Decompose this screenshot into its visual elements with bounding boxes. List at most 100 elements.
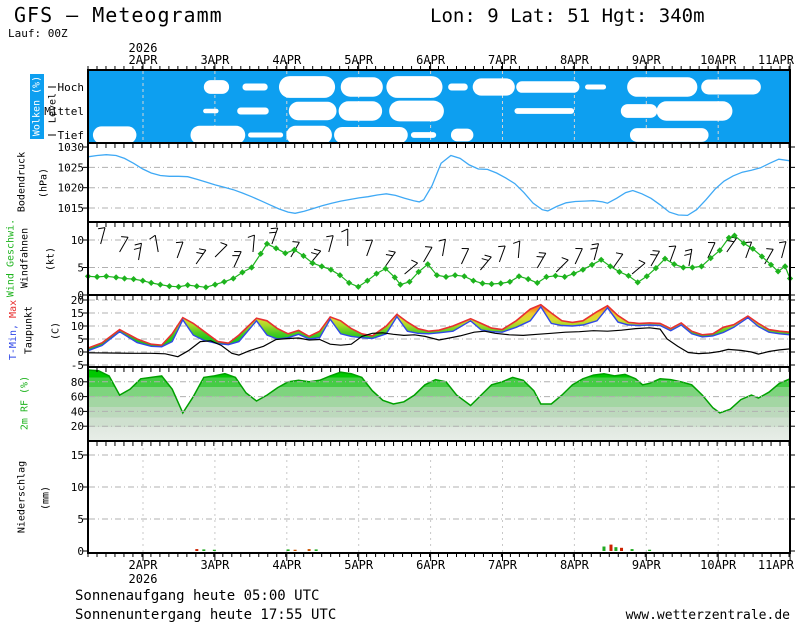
wind-barb-feather bbox=[639, 260, 645, 263]
cloud-blob-hoch bbox=[279, 76, 335, 98]
wind-barb-feather bbox=[134, 248, 141, 250]
date-label-bottom: 7APR bbox=[488, 558, 518, 572]
cloud-blob-tief bbox=[451, 129, 473, 142]
cloud-blob-tief bbox=[248, 132, 283, 137]
wind-barb-staff bbox=[670, 246, 676, 262]
wind-barb-staff bbox=[499, 246, 505, 262]
wind-barb bbox=[120, 237, 129, 252]
page-title: GFS — Meteogramm bbox=[14, 3, 223, 27]
sunset-text: Sonnenuntergang heute 17:55 UTC bbox=[75, 607, 336, 623]
date-label-bottom: 4APR bbox=[272, 558, 302, 572]
pressure-ytick-label: 1030 bbox=[58, 141, 85, 154]
generated-chart-layers: 1030102510201015105020151050-58060402015… bbox=[44, 41, 795, 586]
cloud-blob-tief bbox=[630, 128, 709, 142]
wind-barb bbox=[684, 249, 692, 266]
pressure-ytick-label: 1025 bbox=[58, 161, 85, 174]
wind-barb-feather bbox=[727, 240, 734, 241]
date-label-bottom: 2APR bbox=[129, 558, 159, 572]
cloud-blob-tief bbox=[286, 126, 332, 144]
cloud-row-label: Tief bbox=[58, 129, 85, 142]
temp-min-label: T-Min, bbox=[8, 318, 19, 360]
wind-barb-feather bbox=[653, 251, 660, 252]
wind-point-marker bbox=[140, 278, 146, 284]
wind-barb-feather bbox=[539, 253, 546, 254]
wind-point-marker bbox=[589, 262, 595, 268]
temp-ytick-label: 5 bbox=[77, 333, 84, 346]
clouds-panel-label: Wolken (%) bbox=[32, 76, 43, 136]
wind-point-marker bbox=[507, 279, 513, 285]
wind-barb-feather bbox=[616, 253, 623, 254]
wind-barb bbox=[537, 253, 546, 268]
wind-point-marker bbox=[680, 264, 686, 270]
cloud-blob-hoch bbox=[516, 81, 579, 93]
wind-barb bbox=[498, 246, 505, 262]
wind-barb bbox=[439, 239, 446, 256]
wind-barb-feather bbox=[221, 243, 228, 245]
date-label-top: 5APR bbox=[344, 53, 374, 67]
wind-barbs-label: Windfahnen bbox=[20, 228, 31, 288]
cloud-blob-tief bbox=[190, 126, 245, 144]
wind-barb-feather bbox=[498, 246, 505, 247]
wind-barb-feather bbox=[341, 229, 347, 232]
wind-barb-staff bbox=[215, 245, 227, 257]
wind-barb bbox=[424, 247, 433, 262]
wind-barb bbox=[461, 249, 468, 264]
date-label-bottom: 3APR bbox=[200, 558, 230, 572]
clouds-level-label: Level bbox=[48, 93, 59, 123]
wind-point-marker bbox=[470, 278, 476, 284]
temp-max-label: Max bbox=[8, 300, 19, 318]
wind-barb-staff bbox=[594, 244, 598, 260]
wind-barb-feather bbox=[121, 237, 128, 238]
cloud-blob-mittel bbox=[621, 104, 658, 118]
wind-barb bbox=[98, 228, 105, 244]
cloud-blob-hoch bbox=[204, 80, 229, 94]
wind-barb bbox=[765, 249, 774, 264]
date-label-top: 6APR bbox=[416, 53, 446, 67]
cloud-blob-mittel bbox=[339, 101, 383, 121]
temp-unit-label: (C) bbox=[51, 322, 62, 340]
cloud-blob-mittel bbox=[657, 101, 733, 121]
wind-barb bbox=[134, 243, 142, 260]
wind-point-marker bbox=[166, 283, 172, 289]
wind-barb bbox=[613, 253, 623, 268]
wind-barb-feather bbox=[149, 235, 155, 239]
wind-barb bbox=[269, 228, 278, 244]
wind-barb-staff bbox=[537, 253, 546, 268]
wind-point-marker bbox=[130, 276, 136, 282]
wind-barb bbox=[650, 251, 659, 266]
precip-bar bbox=[648, 550, 651, 551]
wind-point-marker bbox=[488, 281, 494, 287]
wind-point-marker bbox=[319, 263, 325, 269]
wind-barb-staff bbox=[253, 235, 254, 252]
wind-barb-staff bbox=[196, 250, 206, 264]
wind-point-marker bbox=[516, 273, 522, 279]
cloud-blob-mittel bbox=[289, 102, 337, 120]
wind-speed-label: Wind Geschwi. bbox=[6, 219, 17, 297]
date-label-top: 2APR bbox=[129, 53, 159, 67]
wind-barb bbox=[386, 251, 396, 266]
date-label-top: 9APR bbox=[632, 53, 662, 67]
wind-barb-staff bbox=[765, 249, 774, 264]
wind-point-marker bbox=[443, 274, 449, 280]
wind-point-marker bbox=[671, 261, 677, 267]
date-label-top: 10APR bbox=[700, 53, 737, 67]
wind-barb bbox=[248, 235, 255, 252]
precip-ytick-label: 15 bbox=[71, 449, 84, 462]
wind-barb-staff bbox=[689, 249, 692, 266]
wind-barb bbox=[575, 249, 582, 264]
cloud-blob-hoch bbox=[341, 77, 383, 97]
wind-point-marker bbox=[461, 273, 467, 279]
wind-ytick-label: 5 bbox=[77, 262, 84, 275]
wind-barb-feather bbox=[135, 243, 142, 245]
pressure-ytick-label: 1015 bbox=[58, 202, 85, 215]
wind-barb-staff bbox=[155, 235, 158, 252]
wind-point-marker bbox=[248, 264, 254, 270]
wind-barb-feather bbox=[271, 228, 278, 229]
wind-barb-feather bbox=[685, 249, 692, 251]
wind-point-marker bbox=[616, 269, 622, 275]
wind-point-marker bbox=[221, 279, 227, 285]
wind-barb-staff bbox=[782, 242, 786, 258]
wind-point-marker bbox=[103, 273, 109, 279]
wind-barb bbox=[215, 243, 227, 257]
